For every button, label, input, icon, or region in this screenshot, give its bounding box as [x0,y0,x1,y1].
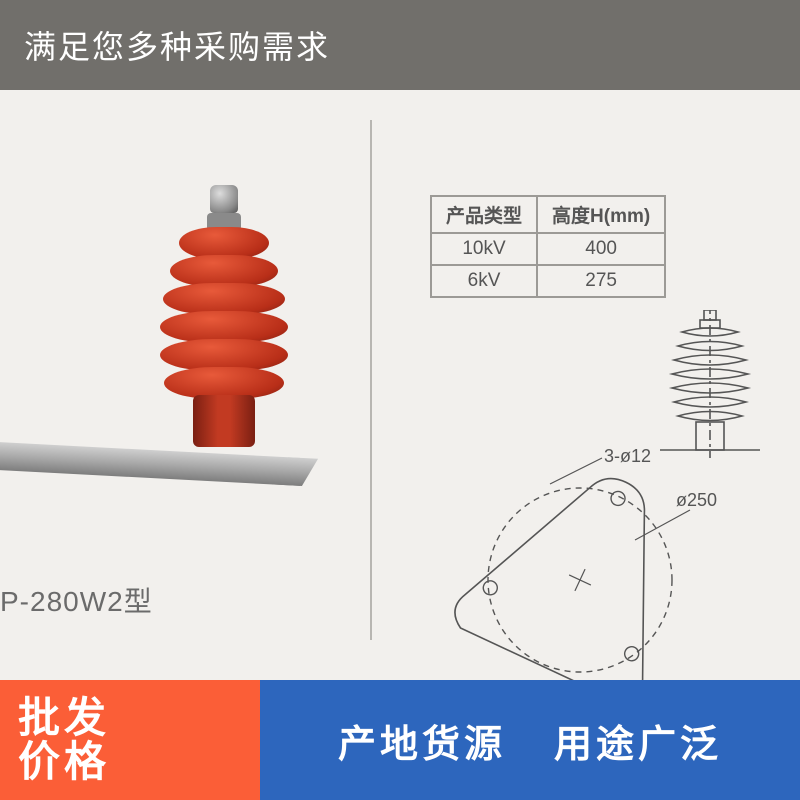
technical-drawing: 3-ø12 ø250 [430,310,790,690]
tag-usage: 用途广泛 [554,713,722,768]
diameter-label: ø250 [676,490,717,510]
table-row: 6kV 275 [431,265,665,297]
vertical-divider [370,120,372,640]
bottom-banner: 批发 价格 产地货源 用途广泛 [0,680,800,800]
price-line1: 批发 [18,696,260,740]
tag-origin: 产地货源 [338,713,506,768]
mount-bracket [0,442,300,486]
table-header: 产品类型 [431,196,537,233]
arrester-base [193,395,255,447]
top-banner: 满足您多种采购需求 [0,0,800,90]
holes-label: 3-ø12 [604,446,651,466]
table-row: 产品类型 高度H(mm) [431,196,665,233]
table-cell: 275 [537,265,665,297]
table-cell: 400 [537,233,665,265]
table-cell: 10kV [431,233,537,265]
table-header: 高度H(mm) [537,196,665,233]
model-label: P-280W2型 [0,580,153,620]
price-badge: 批发 价格 [0,680,260,800]
top-banner-text: 满足您多种采购需求 [24,22,330,68]
price-line2: 价格 [18,740,260,784]
product-arrester [160,185,288,447]
elevation-view [660,310,760,458]
arrester-cap [210,185,238,213]
spec-table: 产品类型 高度H(mm) 10kV 400 6kV 275 [430,195,666,298]
plan-view: 3-ø12 ø250 [448,439,717,690]
table-cell: 6kV [431,265,537,297]
table-row: 10kV 400 [431,233,665,265]
content-area: P-280W2型 产品类型 高度H(mm) 10kV 400 6kV 275 [0,90,800,680]
tags-bar: 产地货源 用途广泛 [260,680,800,800]
